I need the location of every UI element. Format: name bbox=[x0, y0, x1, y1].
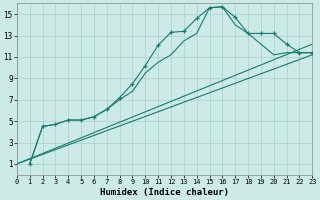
X-axis label: Humidex (Indice chaleur): Humidex (Indice chaleur) bbox=[100, 188, 229, 197]
